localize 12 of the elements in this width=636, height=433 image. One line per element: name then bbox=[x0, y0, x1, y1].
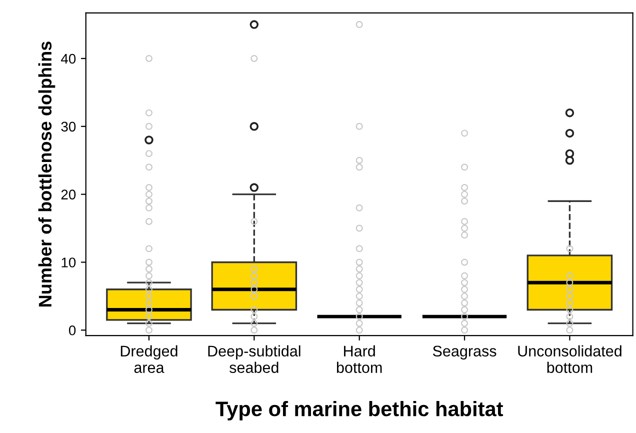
x-tick-label: Seagrass bbox=[432, 346, 496, 360]
y-tick-label: 20 bbox=[61, 190, 76, 200]
x-tick-label: Unconsolidated bottom bbox=[518, 345, 622, 373]
x-axis-title: Type of marine bethic habitat bbox=[216, 400, 504, 420]
y-axis-title: Number of bottlenose dolphins bbox=[38, 42, 56, 306]
y-tick-label: 0 bbox=[68, 325, 76, 336]
x-tick-label: Hard bottom bbox=[336, 345, 382, 373]
x-tick-label: Deep-subtidal seabed bbox=[208, 345, 300, 373]
x-tick-label: Dredged area bbox=[120, 345, 178, 373]
y-tick-label: 40 bbox=[61, 54, 76, 64]
y-tick-label: 10 bbox=[62, 258, 76, 268]
y-tick-label: 30 bbox=[61, 122, 76, 132]
